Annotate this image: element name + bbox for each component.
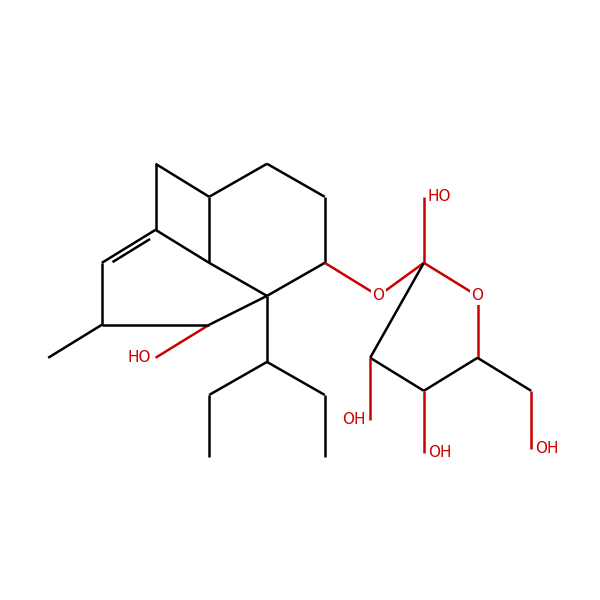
Text: OH: OH <box>343 412 366 427</box>
Text: HO: HO <box>128 350 151 365</box>
Text: O: O <box>472 289 484 304</box>
Text: OH: OH <box>428 445 451 460</box>
Text: O: O <box>373 289 385 304</box>
Text: HO: HO <box>428 189 451 204</box>
Text: OH: OH <box>535 441 559 456</box>
